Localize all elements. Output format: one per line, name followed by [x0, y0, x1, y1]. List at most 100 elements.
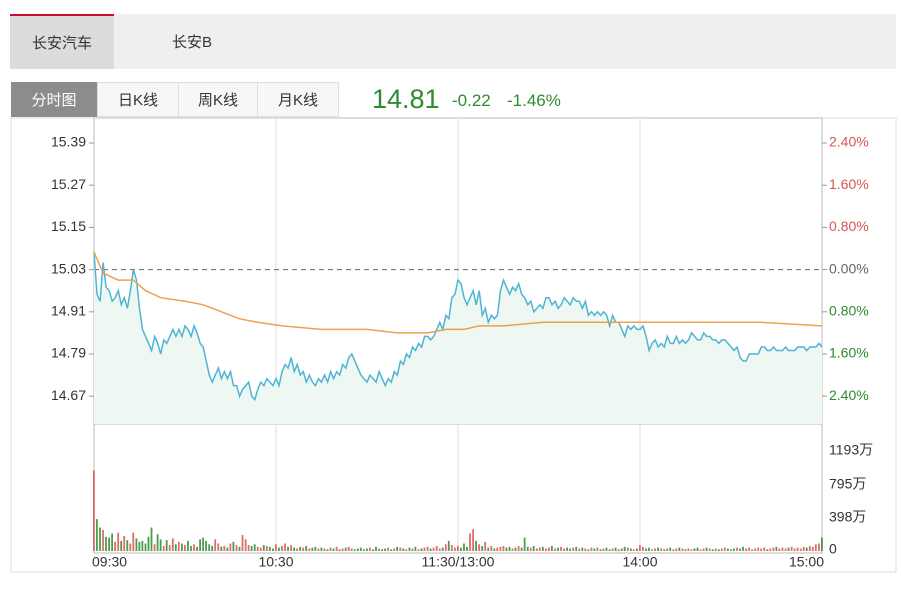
- volume-bar: [611, 548, 614, 551]
- volume-bar: [493, 548, 496, 551]
- volume-bar: [499, 546, 502, 551]
- price-change-percent: -1.46%: [507, 91, 561, 110]
- price-tick-label: 15.15: [51, 218, 86, 234]
- volume-bar: [545, 548, 547, 551]
- tab-weekly-k[interactable]: 周K线: [178, 82, 258, 117]
- volume-bar: [629, 548, 632, 551]
- volume-bar: [745, 548, 747, 551]
- tab-changan-b[interactable]: 长安B: [171, 34, 212, 51]
- volume-bar: [739, 548, 741, 551]
- price-tick-label: 15.39: [51, 134, 86, 150]
- volume-bar: [469, 533, 471, 551]
- volume-bar: [678, 547, 681, 551]
- volume-bar: [535, 548, 538, 551]
- volume-bar: [147, 536, 150, 551]
- volume-tick-label: 398万: [829, 509, 866, 525]
- volume-bar: [384, 548, 386, 551]
- volume-bar: [711, 549, 714, 551]
- volume-bar: [687, 548, 690, 551]
- price-tick-label: 15.27: [51, 176, 86, 192]
- volume-bar: [472, 529, 474, 551]
- volume-bar: [560, 546, 562, 551]
- volume-bar: [244, 539, 247, 551]
- volume-bar: [532, 546, 535, 551]
- volume-bar: [305, 546, 308, 551]
- volume-bar: [402, 548, 405, 551]
- tab-monthly-k[interactable]: 月K线: [257, 82, 339, 117]
- volume-bar: [811, 546, 814, 551]
- volume-bar: [793, 548, 796, 551]
- volume-bar: [802, 546, 805, 551]
- volume-bar: [457, 546, 459, 551]
- price-tick-label: 15.03: [51, 260, 86, 276]
- volume-bars: [93, 470, 823, 551]
- volume-bar: [626, 547, 629, 551]
- volume-bar: [690, 549, 693, 551]
- volume-bar: [672, 549, 675, 551]
- tab-intraday[interactable]: 分时图: [11, 82, 97, 117]
- volume-bar: [684, 549, 687, 551]
- tab-daily-k[interactable]: 日K线: [97, 82, 179, 117]
- volume-bar: [554, 548, 556, 551]
- volume-bar: [123, 535, 126, 551]
- volume-bar: [708, 548, 711, 551]
- volume-bar: [229, 543, 232, 551]
- volume-bar: [205, 540, 207, 551]
- volume-bar: [733, 548, 735, 551]
- volume-bar: [463, 543, 465, 551]
- volume-bar: [517, 546, 520, 551]
- volume-bar: [620, 548, 623, 551]
- volume-bar: [302, 547, 305, 551]
- volume-bar: [177, 541, 180, 551]
- volume-bar: [654, 548, 656, 551]
- volume-bar: [314, 546, 317, 551]
- volume-bar: [256, 546, 259, 551]
- volume-bar: [111, 533, 113, 551]
- price-line: [93, 251, 823, 402]
- average-line: [93, 251, 823, 334]
- volume-bar: [751, 549, 753, 551]
- volume-bar: [639, 545, 641, 551]
- volume-bar: [378, 548, 380, 551]
- volume-bar: [214, 539, 217, 551]
- volume-bar: [414, 546, 417, 551]
- price-area-fill: [94, 252, 822, 424]
- price-tick-label: 14.91: [51, 303, 86, 319]
- volume-bar: [754, 548, 757, 551]
- volume-bar: [529, 547, 532, 551]
- volume-bar: [223, 546, 226, 551]
- volume-bar: [814, 544, 817, 551]
- chart-lines: [93, 251, 823, 402]
- volume-bar: [356, 548, 359, 551]
- volume-bar: [114, 541, 116, 551]
- volume-bar: [135, 538, 138, 551]
- volume-bar: [287, 546, 289, 551]
- volume-bar: [799, 548, 802, 551]
- stock-tab-bar: 长安汽车 长安B: [10, 14, 896, 69]
- tab-changan-auto[interactable]: 长安汽车: [10, 14, 114, 69]
- volume-bar: [190, 546, 192, 551]
- volume-bar: [487, 547, 490, 551]
- volume-bar: [99, 527, 101, 551]
- volume-bar: [102, 530, 104, 551]
- volume-bar: [184, 545, 186, 551]
- volume-bar: [196, 546, 198, 551]
- price-tick-label: 14.79: [51, 345, 86, 361]
- volume-bar: [523, 537, 526, 551]
- volume-bar: [705, 547, 708, 551]
- price-area: [94, 252, 822, 424]
- volume-bar: [490, 546, 493, 551]
- volume-bar: [259, 547, 262, 551]
- volume-bar: [538, 547, 541, 551]
- volume-bar: [760, 548, 763, 551]
- volume-bar: [293, 547, 295, 551]
- volume-bar: [265, 546, 268, 551]
- volume-bar: [648, 547, 650, 551]
- volume-bar: [787, 547, 790, 551]
- volume-bar: [181, 543, 183, 551]
- volume-bar: [320, 547, 323, 551]
- volume-bar: [766, 549, 769, 551]
- volume-bar: [693, 548, 696, 551]
- volume-bar: [681, 548, 684, 551]
